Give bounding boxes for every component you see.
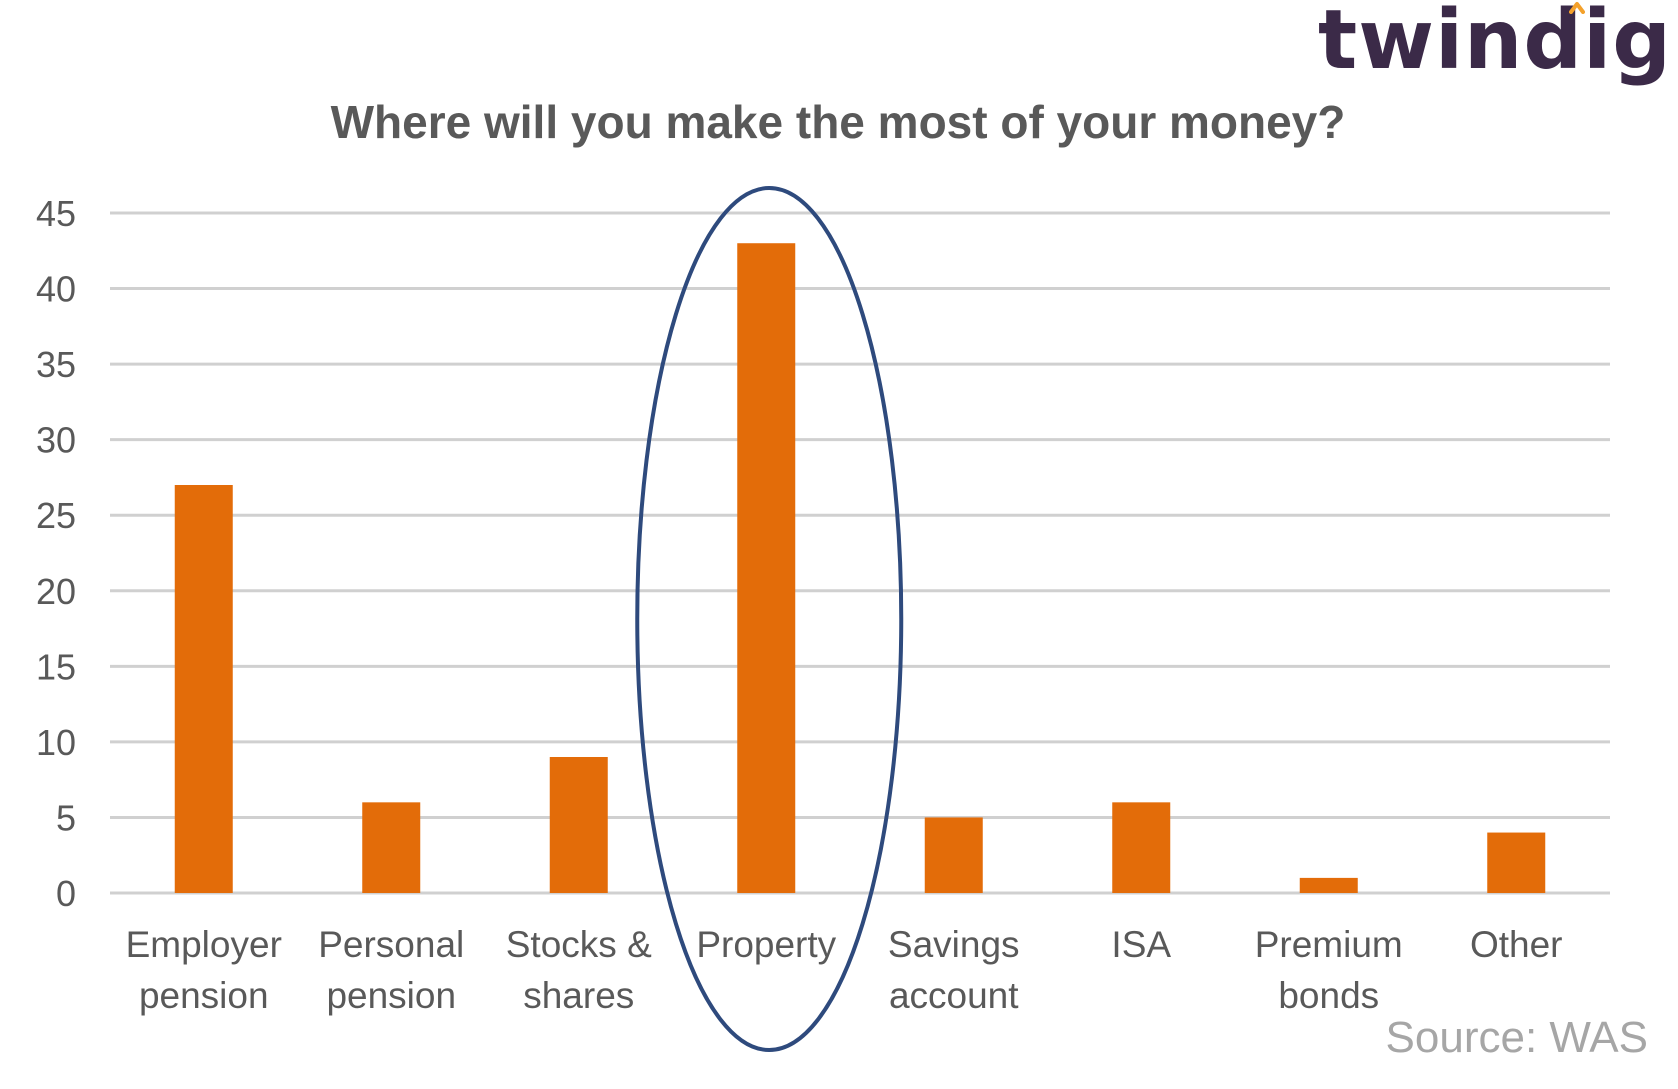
y-tick-label: 45 [36, 193, 76, 234]
y-tick-label: 25 [36, 495, 76, 536]
y-tick-label: 5 [56, 797, 76, 838]
x-tick-label: Personal pension [318, 924, 464, 1016]
x-tick-label: Premium bonds [1255, 924, 1403, 1016]
bar [362, 802, 421, 893]
bar [1299, 877, 1358, 893]
y-tick-label: 35 [36, 344, 76, 385]
y-tick-label: 40 [36, 269, 76, 310]
source-note: Source: WAS [1385, 1013, 1648, 1062]
x-tick-label: Property [696, 924, 836, 965]
x-axis-tick-labels: Employer pension Personal pension Stocks & sh… [126, 924, 1563, 1016]
y-tick-label: 0 [56, 873, 76, 914]
x-tick-label: Savings account [888, 924, 1020, 1016]
x-tick-label: Stocks & shares [506, 924, 652, 1016]
y-tick-label: 10 [36, 722, 76, 763]
chart-title: Where will you make the most of your mon… [331, 96, 1346, 148]
y-tick-label: 20 [36, 571, 76, 612]
bar [549, 757, 608, 893]
bar [1112, 802, 1171, 893]
x-tick-label: Other [1470, 924, 1563, 965]
bar [924, 817, 983, 893]
twindig-logo: twindig [1318, 0, 1672, 88]
bar [1487, 832, 1546, 893]
bars [174, 243, 1546, 893]
y-axis-tick-labels: 0 5 10 15 20 25 30 35 40 45 [36, 193, 76, 914]
bar [174, 485, 233, 893]
logo-accent-caret [1569, 2, 1585, 14]
highlight-ellipse [635, 186, 904, 1052]
x-tick-label: Employer pension [126, 924, 282, 1016]
y-tick-label: 15 [36, 646, 76, 687]
bar [737, 243, 796, 893]
gridlines [110, 211, 1610, 895]
y-tick-label: 30 [36, 420, 76, 461]
x-tick-label: ISA [1111, 924, 1171, 965]
